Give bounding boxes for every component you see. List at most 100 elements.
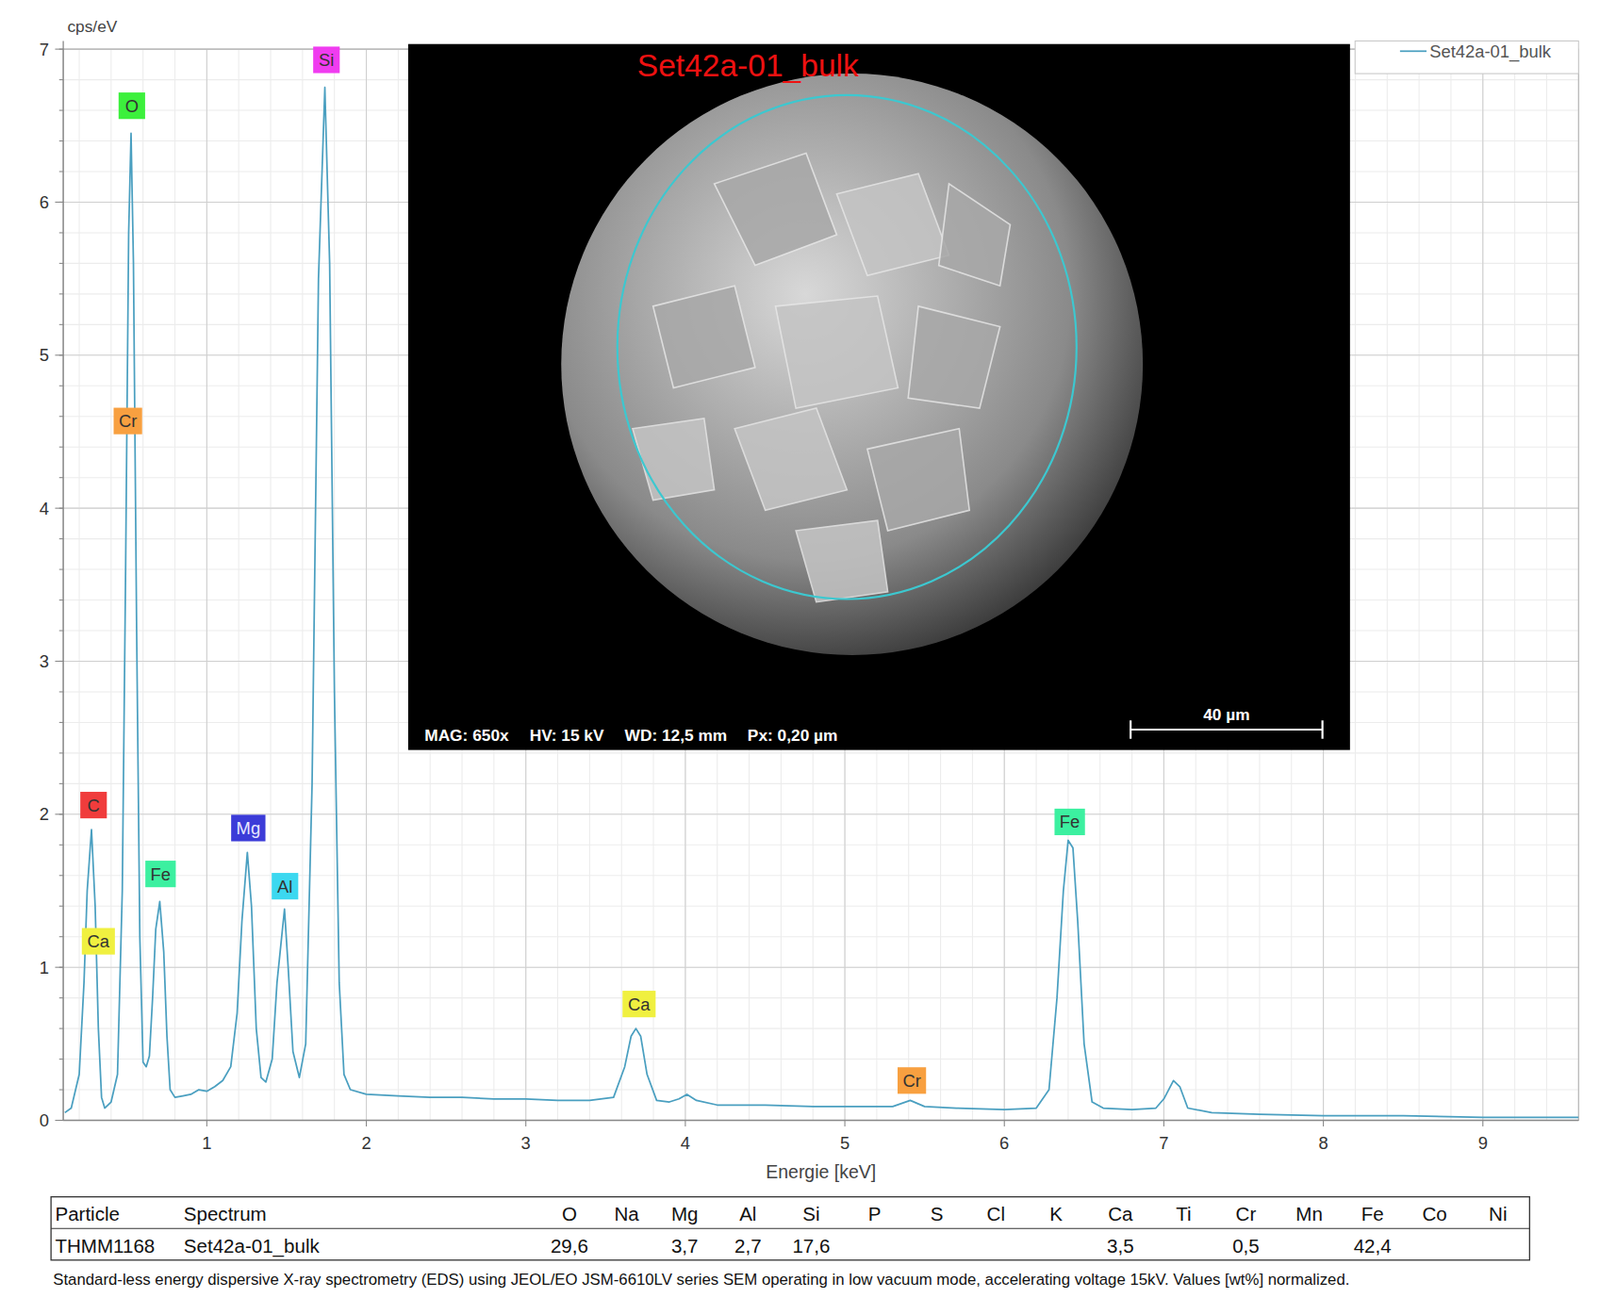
column-header: K	[1049, 1203, 1063, 1225]
minor-tick	[59, 263, 64, 264]
minor-grid	[63, 844, 1579, 846]
tick	[684, 1121, 686, 1127]
grid-line	[63, 1120, 1579, 1122]
peak-label-text: Mg	[236, 818, 262, 839]
minor-grid	[397, 49, 399, 1121]
tick-label: 5	[840, 1133, 850, 1154]
peak-label-box	[230, 814, 265, 842]
minor-grid	[1482, 49, 1484, 1121]
table-cell: 42,4	[1353, 1235, 1392, 1257]
table-border	[50, 1197, 1530, 1261]
crystal-facet	[795, 520, 888, 603]
table-cell: 3,7	[671, 1235, 699, 1257]
grid-line	[63, 813, 1579, 815]
scale-bar-label: 40 µm	[1203, 705, 1250, 725]
minor-tick	[59, 722, 64, 724]
tick-label: 6	[39, 192, 50, 213]
table: ParticleSpectrumONaMgAlSiPSClKCaTiCrMnFe…	[50, 1197, 1530, 1261]
column-header: O	[561, 1203, 578, 1225]
tick	[1163, 1121, 1165, 1127]
crystal-facet	[714, 153, 838, 266]
peak-label: Ca	[622, 990, 656, 1018]
tick-label: 4	[680, 1133, 691, 1154]
tick-label: 2	[39, 804, 50, 825]
crystal-facet	[734, 408, 847, 511]
column-header: Co	[1422, 1203, 1448, 1225]
minor-grid	[365, 49, 367, 1121]
minor-grid	[63, 967, 1579, 969]
minor-grid	[78, 49, 80, 1121]
minor-tick	[59, 997, 64, 999]
minor-grid	[63, 1058, 1579, 1060]
x-axis-title: Energie [keV]	[765, 1161, 876, 1183]
tick	[54, 660, 64, 662]
minor-grid	[63, 936, 1579, 938]
legend-box	[1354, 40, 1579, 74]
column-header: S	[930, 1203, 944, 1225]
grid-line	[1482, 49, 1484, 1121]
tick	[54, 1120, 64, 1122]
minor-tick	[59, 293, 64, 295]
crystal-facet	[939, 183, 1011, 286]
peak-label-text: Si	[318, 49, 334, 70]
peak-label-box	[114, 408, 143, 435]
minor-grid	[63, 906, 1579, 908]
tick-label: 1	[39, 957, 50, 978]
minor-grid	[63, 1120, 1579, 1122]
minor-tick	[59, 170, 64, 172]
peak-label-box	[145, 860, 176, 888]
table-cell: 0,5	[1232, 1235, 1260, 1257]
inset-title: Set42a-01_bulk	[637, 48, 859, 83]
tick	[54, 967, 64, 969]
tick-label: 5	[39, 345, 50, 365]
column-header: Si	[802, 1203, 820, 1225]
minor-tick	[59, 231, 64, 233]
minor-tick	[59, 385, 64, 387]
peak-label-box	[80, 791, 107, 819]
minor-grid	[1386, 49, 1388, 1121]
peak-label-text: Al	[277, 876, 293, 897]
peak-label-text: C	[87, 795, 100, 816]
tick-label: 0	[39, 1110, 50, 1131]
tick	[1482, 1121, 1484, 1127]
crystal-facet	[867, 428, 970, 531]
minor-grid	[63, 783, 1579, 785]
table-cell: 3,5	[1106, 1235, 1135, 1257]
tick-label: 3	[521, 1133, 531, 1154]
peak-label: Cr	[114, 408, 143, 435]
column-header: P	[868, 1203, 882, 1225]
scale-bar-end	[1321, 720, 1324, 739]
column-header: Mg	[671, 1203, 699, 1225]
peak-label: Fe	[1054, 808, 1085, 836]
minor-tick	[59, 874, 64, 876]
peak-label-text: O	[125, 96, 139, 116]
background	[0, 0, 1600, 1298]
minor-grid	[1354, 49, 1356, 1121]
tick	[206, 1121, 208, 1127]
tick-label: 9	[1478, 1133, 1488, 1154]
column-header: Ti	[1175, 1203, 1191, 1225]
minor-tick	[59, 1088, 64, 1090]
column-header: Na	[613, 1203, 640, 1225]
grid-line	[63, 967, 1579, 969]
column-header: Cr	[1236, 1203, 1257, 1225]
minor-tick	[59, 629, 64, 631]
sem-inset: Set42a-01_bulkMAG: 650xHV: 15 kVWD: 12,5…	[408, 44, 1351, 751]
minor-grid	[206, 49, 208, 1121]
tick	[54, 354, 64, 356]
table-cell: THMM1168	[54, 1235, 155, 1257]
crystal-facet	[632, 418, 715, 501]
legend-swatch	[1400, 49, 1427, 52]
minor-tick	[59, 538, 64, 540]
peak-label: Ca	[82, 928, 116, 956]
minor-grid	[1418, 49, 1420, 1121]
peak-label: Mg	[230, 814, 265, 842]
tick	[54, 813, 64, 815]
crystal-facet	[907, 306, 1000, 409]
crystal-facet	[775, 296, 899, 409]
minor-grid	[1450, 49, 1452, 1121]
peak-label-box	[118, 92, 146, 119]
table-cell: Set42a-01_bulk	[183, 1235, 321, 1258]
tick-label: 1	[201, 1133, 212, 1154]
tick	[54, 201, 64, 203]
